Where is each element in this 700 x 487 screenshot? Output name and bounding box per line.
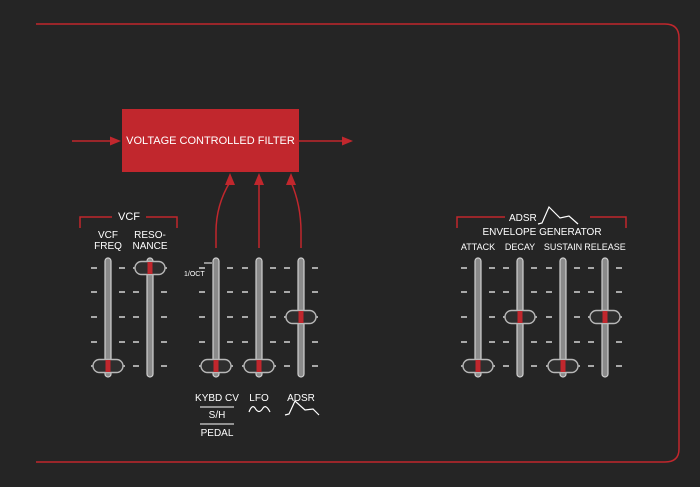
lfo-slider-knob-indicator bbox=[256, 360, 262, 372]
pedal-label: PEDAL bbox=[200, 428, 234, 439]
sustain-label: SUSTAIN bbox=[543, 242, 583, 252]
adsr-signal-line bbox=[290, 181, 302, 248]
sustain-slider-knob-indicator bbox=[560, 360, 566, 372]
panel-border bbox=[36, 23, 680, 463]
resonance-slider-knob-indicator bbox=[147, 262, 153, 274]
attack-slider-knob-indicator bbox=[475, 360, 481, 372]
resonance-label: RESO- NANCE bbox=[132, 230, 168, 252]
kybd-cv-slider-track[interactable] bbox=[212, 257, 220, 378]
release-label: RELEASE bbox=[584, 242, 626, 252]
lfo-slider[interactable] bbox=[242, 257, 276, 378]
kybd-cv-label: KYBD CV bbox=[195, 393, 239, 404]
vcf-freq-slider[interactable] bbox=[91, 257, 125, 378]
sample-hold-label: S/H bbox=[208, 410, 226, 421]
kybd-cv-signal-line bbox=[215, 181, 231, 248]
release-slider[interactable] bbox=[588, 257, 622, 378]
adsr-mod-slider-knob-indicator bbox=[298, 311, 304, 323]
decay-label: DECAY bbox=[504, 242, 536, 252]
vcf-box-label: VOLTAGE CONTROLLED FILTER bbox=[126, 134, 295, 147]
adsr-label: ADSR bbox=[287, 393, 315, 404]
kybd-cv-slider-knob-indicator bbox=[213, 360, 219, 372]
vcf-group-bracket bbox=[79, 216, 178, 228]
lfo-label: LFO bbox=[249, 393, 269, 404]
lfo-arrowhead bbox=[254, 173, 264, 185]
signal-flow-arrows bbox=[72, 136, 353, 248]
decay-slider-knob-indicator bbox=[517, 311, 523, 323]
slider-bank bbox=[91, 257, 622, 378]
envelope-group-title: ADSR bbox=[509, 213, 537, 224]
one-oct-label: 1/OCT bbox=[184, 271, 205, 278]
sustain-slider[interactable] bbox=[546, 257, 580, 378]
adsr-mod-slider[interactable] bbox=[284, 257, 318, 378]
kybd-cv-slider[interactable] bbox=[199, 257, 233, 378]
kybd-cv-arrowhead bbox=[225, 173, 235, 185]
vcf-group-title: VCF bbox=[118, 211, 140, 223]
sustain-slider-track[interactable] bbox=[559, 257, 567, 378]
resonance-slider[interactable] bbox=[133, 257, 167, 378]
attack-slider-track[interactable] bbox=[474, 257, 482, 378]
decay-slider[interactable] bbox=[503, 257, 537, 378]
attack-slider[interactable] bbox=[461, 257, 495, 378]
vcf-freq-label: VCF FREQ bbox=[94, 230, 122, 252]
output-arrowhead bbox=[342, 136, 353, 146]
sine-wave-icon bbox=[248, 406, 271, 413]
adsr-arrowhead bbox=[286, 173, 296, 185]
input-arrowhead bbox=[110, 136, 121, 146]
envelope-group-subtitle: ENVELOPE GENERATOR bbox=[482, 227, 602, 238]
attack-label: ATTACK bbox=[460, 242, 496, 252]
vcf-freq-slider-track[interactable] bbox=[104, 257, 112, 378]
vcf-module-box: VOLTAGE CONTROLLED FILTER bbox=[122, 109, 299, 172]
adsr-envelope-icon bbox=[537, 205, 579, 225]
envelope-group-bracket bbox=[456, 216, 627, 228]
adsr-envelope-icon bbox=[284, 400, 320, 416]
vcf-freq-slider-knob-indicator bbox=[105, 360, 111, 372]
lfo-slider-track[interactable] bbox=[255, 257, 263, 378]
release-slider-knob-indicator bbox=[602, 311, 608, 323]
resonance-slider-track[interactable] bbox=[146, 257, 154, 378]
